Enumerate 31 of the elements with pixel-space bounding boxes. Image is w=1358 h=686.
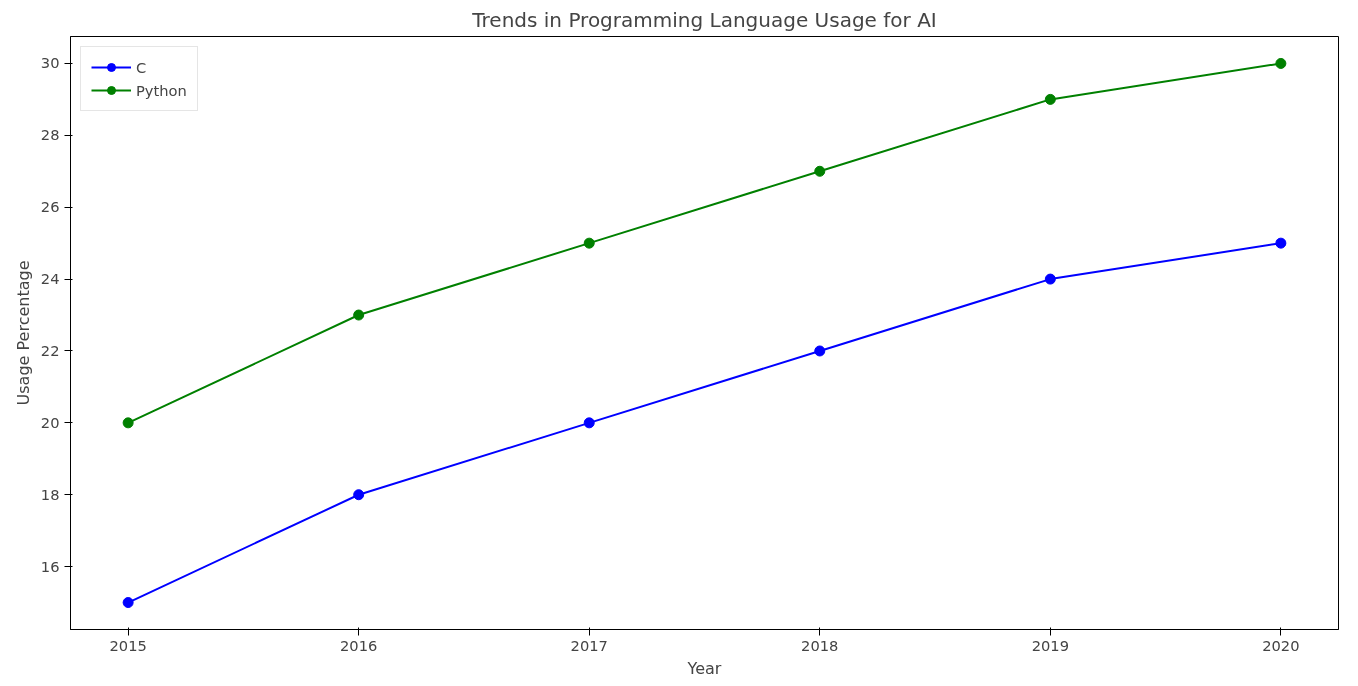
- point: [814, 345, 826, 357]
- x-tick-label: 2016: [340, 636, 378, 654]
- x-axis-title: Year: [686, 658, 722, 678]
- point: [1044, 273, 1056, 285]
- point: [814, 165, 826, 177]
- y-tick-label: 22: [40, 341, 60, 359]
- chart-title: Trends in Programming Language Usage for AI: [471, 7, 937, 32]
- x-tick-label: 2017: [570, 636, 608, 654]
- point: [583, 417, 595, 429]
- x-tick-label: 2015: [109, 636, 147, 654]
- y-tick-label: 20: [40, 413, 60, 431]
- point: [583, 237, 595, 249]
- y-tick-label: 16: [40, 557, 60, 575]
- y-axis-title: Usage Percentage: [13, 260, 33, 406]
- point: [122, 417, 134, 429]
- point: [1275, 237, 1287, 249]
- point: [1275, 57, 1287, 69]
- x-tick-label: 2019: [1031, 636, 1069, 654]
- legend-label: Python: [136, 81, 187, 99]
- point: [353, 489, 365, 501]
- y-tick-label: 18: [40, 485, 60, 503]
- y-tick-label: 30: [40, 54, 60, 72]
- y-tick-label: 26: [40, 198, 60, 216]
- y-tick-label: 24: [40, 270, 60, 288]
- legend-label: C: [136, 58, 148, 76]
- x-tick-label: 2020: [1262, 636, 1300, 654]
- x-tick-label: 2018: [801, 636, 839, 654]
- point: [1044, 93, 1056, 105]
- y-tick-label: 28: [40, 126, 60, 144]
- point: [122, 597, 134, 609]
- point: [353, 309, 365, 321]
